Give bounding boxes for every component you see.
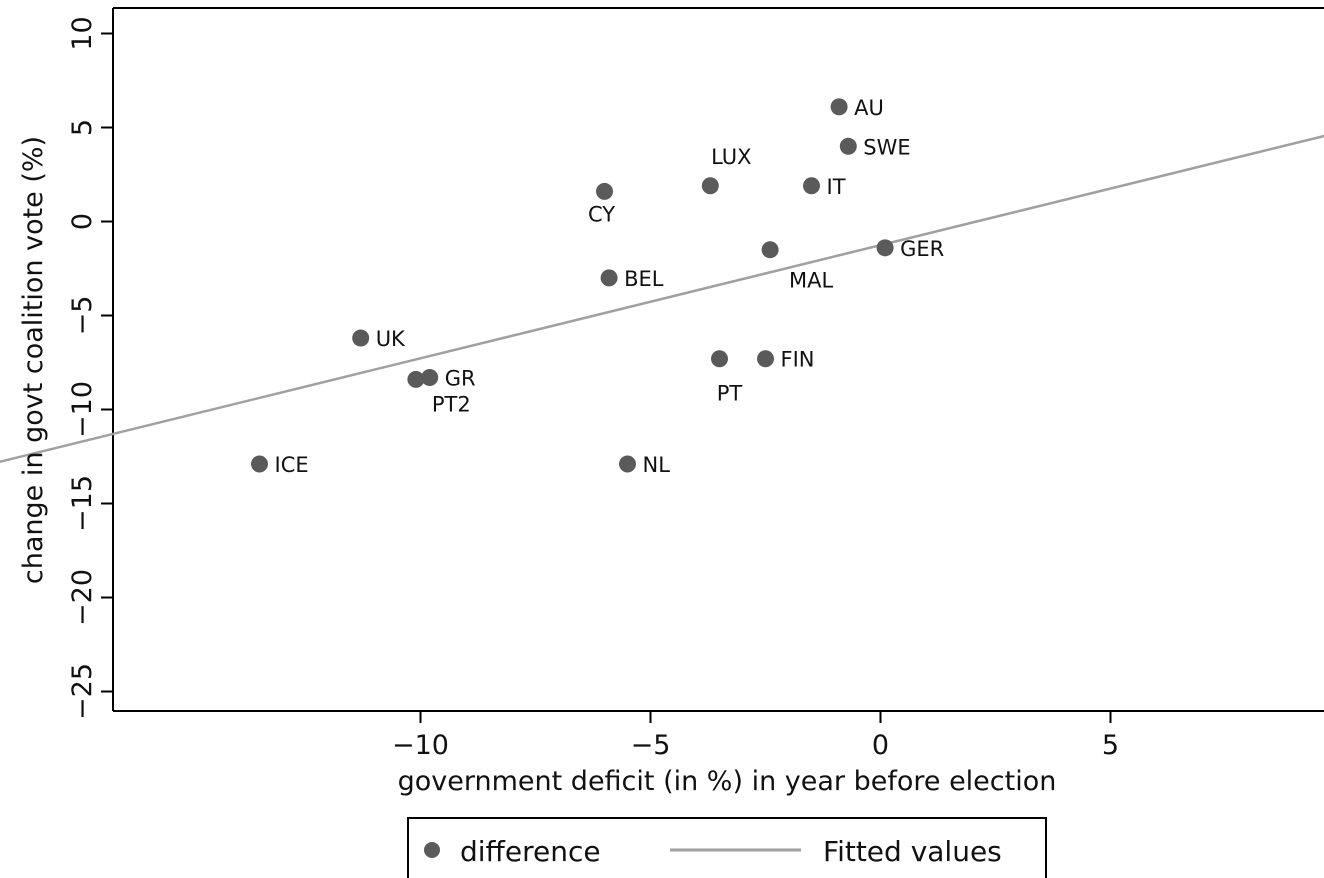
data-points-layer — [251, 98, 894, 473]
y-tick-label: 0 — [67, 213, 98, 230]
y-tick-label: −15 — [67, 475, 98, 532]
y-tick-label: −5 — [67, 296, 98, 336]
x-tick-label: −10 — [392, 730, 449, 761]
point-label-mal: MAL — [789, 269, 833, 293]
data-point-pt2 — [407, 370, 425, 388]
point-label-it: IT — [827, 175, 846, 199]
data-point-uk — [352, 329, 370, 347]
point-label-au: AU — [854, 96, 884, 120]
y-tick-label: 5 — [67, 119, 98, 136]
data-point-gr — [421, 369, 439, 387]
data-point-nl — [619, 455, 636, 473]
fitted-values-line — [0, 134, 1324, 464]
y-axis-ticks: 10 5 0 −5 −10 −15 −20 −25 — [67, 16, 113, 720]
fitted-line-layer — [0, 134, 1324, 464]
data-point-ice — [251, 455, 268, 473]
legend-label-difference: difference — [460, 835, 601, 868]
data-point-bel — [600, 269, 618, 287]
legend-marker-difference — [424, 842, 440, 858]
data-point-swe — [839, 137, 857, 155]
point-label-cy: CY — [588, 202, 615, 226]
y-tick-label: −10 — [67, 381, 98, 438]
point-label-lux: LUX — [711, 145, 751, 169]
point-label-pt: PT — [717, 382, 743, 406]
data-point-it — [803, 177, 820, 195]
point-label-ger: GER — [900, 237, 944, 261]
x-tick-label: −5 — [631, 730, 671, 761]
data-point-au — [830, 98, 848, 116]
data-point-fin — [757, 350, 774, 368]
legend-box — [407, 817, 1047, 878]
y-tick-label: 10 — [67, 16, 98, 50]
data-point-lux — [701, 177, 719, 195]
y-tick-label: −25 — [67, 663, 98, 720]
point-label-uk: UK — [376, 327, 406, 351]
data-point-ger — [876, 239, 894, 257]
point-label-bel: BEL — [624, 267, 664, 291]
data-point-cy — [596, 182, 613, 200]
legend: difference Fitted values — [407, 817, 1047, 878]
x-axis-title: government deficit (in %) in year before… — [398, 766, 1057, 797]
y-tick-label: −20 — [67, 569, 98, 626]
point-labels-layer: AUSWELUXITCYNGERMALBELUKFINPTGRPT2ICENLI… — [275, 96, 945, 477]
data-point-mal — [761, 241, 779, 259]
point-label-ice: ICE — [275, 453, 309, 477]
legend-label-fitted: Fitted values — [823, 835, 1002, 868]
point-label-nl: NL — [643, 453, 671, 477]
data-point-pt — [711, 350, 728, 368]
point-label-pt2: PT2 — [432, 392, 471, 416]
point-label-gr: GR — [445, 367, 476, 391]
point-label-fin: FIN — [781, 348, 815, 372]
point-label-swe: SWE — [863, 135, 910, 159]
x-tick-label: 5 — [1102, 730, 1119, 761]
y-axis-title: change in govt coalition vote (%) — [18, 136, 49, 584]
plot-frame — [112, 7, 1324, 712]
x-tick-label: 0 — [872, 730, 889, 761]
